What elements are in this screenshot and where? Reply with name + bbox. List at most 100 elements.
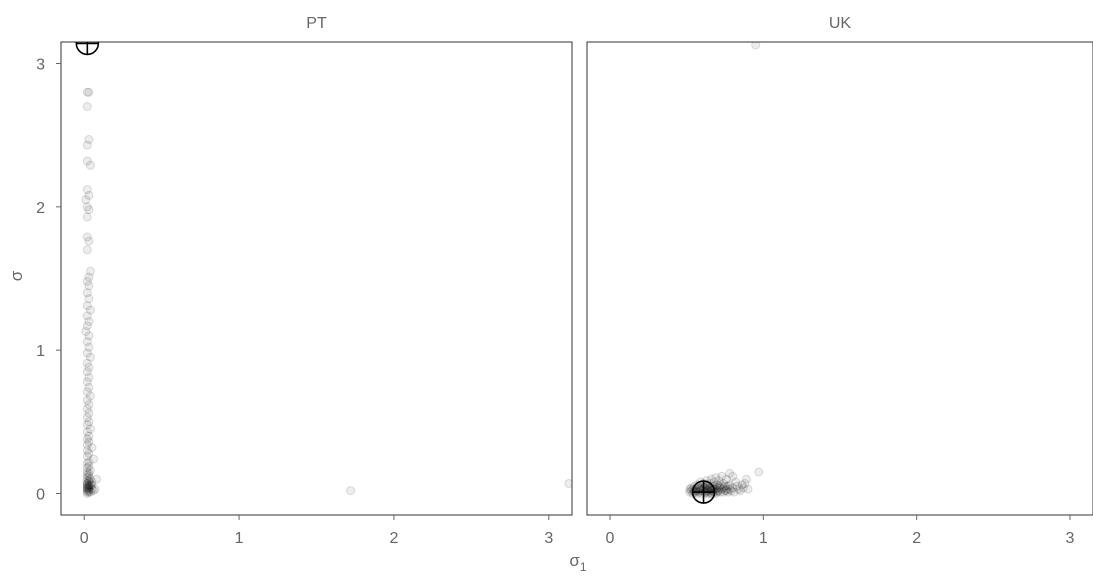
data-point: [82, 434, 92, 444]
panel-frame: [60, 41, 573, 516]
data-point: [742, 474, 751, 484]
data-point: [564, 479, 572, 488]
data-point: [751, 42, 761, 50]
data-point: [82, 212, 92, 222]
data-point: [82, 395, 92, 405]
data-point: [84, 281, 94, 291]
data-point: [717, 471, 727, 481]
data-point: [84, 448, 94, 458]
data-point: [84, 431, 94, 441]
data-point: [87, 477, 97, 487]
data-point: [82, 480, 92, 490]
data-point: [84, 461, 94, 471]
panel-frame: [586, 41, 1093, 516]
x-tick-label: 0: [606, 530, 615, 547]
data-point: [722, 474, 731, 484]
x-tick-label: 1: [235, 530, 244, 547]
data-point: [82, 481, 92, 491]
data-point: [82, 427, 92, 437]
data-point: [689, 486, 699, 496]
data-point: [715, 483, 725, 493]
data-point: [82, 446, 92, 455]
data-point: [82, 311, 92, 321]
data-point: [738, 483, 748, 493]
data-point: [714, 481, 724, 491]
data-point: [82, 140, 92, 150]
data-point: [754, 467, 764, 477]
data-point: [84, 468, 94, 478]
data-point: [82, 185, 92, 195]
y-tick-label: 2: [36, 200, 45, 217]
data-point: [82, 483, 92, 493]
data-point: [82, 484, 92, 494]
data-point: [725, 480, 735, 490]
x-axis-label: σ1: [569, 551, 587, 572]
data-point: [735, 486, 745, 496]
data-point: [728, 483, 738, 493]
data-point: [82, 348, 92, 358]
data-point: [719, 479, 728, 488]
data-point: [84, 87, 94, 97]
x-tick-label: 2: [912, 530, 921, 547]
data-point: [85, 480, 95, 490]
data-point: [82, 420, 92, 430]
panel-title: UK: [829, 15, 852, 32]
data-point: [84, 487, 94, 497]
data-point: [728, 471, 738, 481]
data-point: [82, 102, 92, 111]
data-point: [82, 479, 92, 488]
data-point: [709, 477, 719, 487]
data-point: [82, 321, 92, 331]
data-point: [82, 487, 92, 497]
data-point: [82, 486, 92, 496]
data-point: [82, 483, 92, 493]
data-point: [92, 474, 102, 484]
data-point: [711, 473, 721, 483]
data-point: [82, 288, 92, 298]
data-point: [84, 372, 94, 382]
data-point: [732, 481, 742, 491]
data-point: [84, 476, 94, 486]
data-point: [722, 486, 731, 496]
data-point: [85, 487, 95, 497]
data-point: [87, 484, 97, 494]
highlight-marker: [75, 42, 100, 56]
data-point: [82, 476, 92, 486]
data-point: [720, 481, 730, 491]
x-ticks: 0 1 2 3: [80, 515, 553, 547]
data-point: [82, 367, 92, 377]
data-point: [82, 245, 92, 255]
data-point: [82, 470, 92, 480]
data-point: [725, 484, 735, 494]
data-point: [82, 301, 92, 311]
data-point: [84, 382, 94, 392]
data-point: [723, 481, 733, 491]
data-point: [692, 480, 702, 490]
data-point: [743, 484, 753, 494]
data-point: [84, 205, 94, 215]
y-axis-label: σ: [7, 270, 26, 281]
panel-title: PT: [306, 15, 327, 32]
data-point: [84, 480, 94, 490]
data-point: [85, 481, 95, 491]
y-tick-label: 3: [36, 57, 45, 74]
panel-uk: UK 0 1 2 3: [586, 15, 1093, 547]
data-point: [84, 331, 94, 341]
data-point: [82, 276, 92, 286]
data-point: [714, 476, 724, 486]
data-point: [84, 342, 94, 352]
data-point: [84, 362, 94, 372]
data-point: [82, 337, 92, 347]
points-group: [685, 42, 764, 498]
data-point: [715, 480, 725, 490]
data-point: [89, 454, 98, 464]
data-point: [82, 463, 92, 473]
y-tick-label: 0: [36, 487, 45, 504]
data-point: [87, 443, 97, 453]
data-point: [82, 479, 92, 488]
data-point: [722, 484, 731, 494]
data-point: [82, 413, 92, 422]
data-point: [85, 474, 95, 484]
data-point: [82, 458, 92, 468]
